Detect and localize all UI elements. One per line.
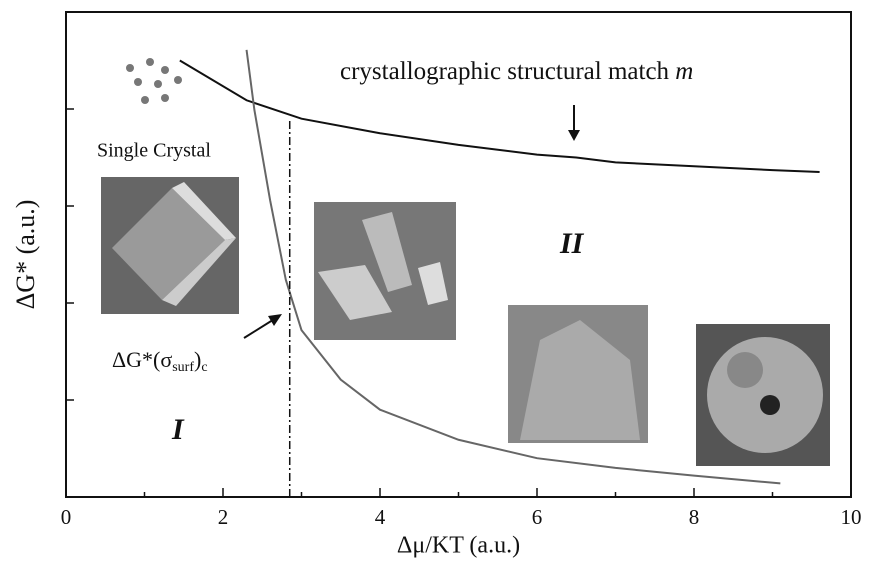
annotation: Single Crystal: [97, 140, 211, 162]
x-tick-label: 0: [61, 505, 72, 529]
x-tick-label: 2: [218, 505, 229, 529]
region-label: II: [559, 227, 585, 260]
x-tick-label: 4: [375, 505, 386, 529]
sem-image: [696, 324, 830, 466]
annotation: crystallographic structural match m: [340, 58, 693, 85]
annotation-text: surf: [172, 360, 194, 375]
arrow-head: [268, 314, 282, 326]
sem-image: [101, 177, 239, 314]
annotation-text: ): [194, 347, 201, 372]
y-axis-label: ΔG* (a.u.): [11, 200, 40, 310]
annotation: ΔG*(σsurf)c: [112, 347, 208, 375]
x-tick-label: 10: [841, 505, 862, 529]
x-axis-label: Δμ/KT (a.u.): [397, 533, 520, 559]
region-label: I: [171, 413, 185, 446]
annotation-text: crystallographic structural match: [340, 58, 675, 85]
sem-image: [314, 202, 456, 340]
chart: 0 2 4 6 8 10 Δμ/KT (a.u.) ΔG* (a.u.) crystallogr…: [0, 0, 873, 562]
nuclei-icon: [126, 58, 182, 104]
annotation-text: m: [675, 58, 693, 85]
annotation-text: ΔG*(σ: [112, 347, 172, 372]
x-tick-label: 6: [532, 505, 543, 529]
arrow-head: [568, 130, 580, 141]
sem-image: [508, 305, 648, 443]
annotation-text: c: [201, 360, 207, 375]
x-tick-label: 8: [689, 505, 700, 529]
